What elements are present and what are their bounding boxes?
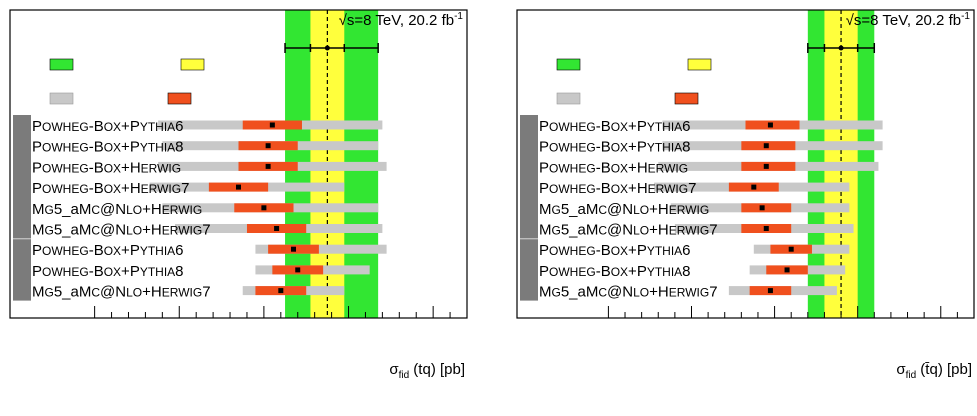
prediction-central-marker	[767, 288, 773, 294]
prediction-central-marker	[788, 246, 794, 252]
prediction-central-marker	[295, 267, 301, 273]
prediction-label: POWHEG-BOX+PYTHIA8	[32, 139, 184, 156]
prediction-label: POWHEG-BOX+HERWIG7	[32, 180, 189, 197]
scheme-group-box	[520, 239, 538, 301]
prediction-central-marker	[261, 205, 267, 211]
prediction-central-marker	[265, 163, 271, 169]
prediction-central-marker	[274, 226, 280, 231]
pdf-bar	[741, 203, 792, 213]
x-axis-title: σfid (tq) [pb]	[389, 361, 465, 381]
legend-grey-swatch	[556, 92, 581, 105]
legend-grey-swatch	[49, 92, 74, 105]
prediction-label: MG5_aMC@NLO+HERWIG	[32, 201, 202, 218]
measurement-point	[838, 45, 844, 51]
prediction-label: MG5_aMC@NLO+HERWIG	[539, 201, 709, 218]
prediction-central-marker	[265, 143, 271, 149]
prediction-central-marker	[751, 184, 757, 190]
energy-lumi-label: √s=8 TeV, 20.2 fb-1	[339, 11, 464, 29]
prediction-label: POWHEG-BOX+HERWIG	[539, 159, 688, 176]
prediction-central-marker	[763, 143, 769, 149]
legend-orange-swatch	[674, 92, 699, 105]
legend-green-swatch	[556, 58, 581, 71]
scheme-group-box	[520, 115, 538, 239]
panel-a: √s=8 TeV, 20.2 fb-1 POWHEG-BOX+PYTHIA6 POW…	[0, 0, 470, 411]
prediction-central-marker	[269, 122, 275, 128]
prediction-label: POWHEG-BOX+PYTHIA6	[32, 242, 184, 259]
scheme-group-box	[13, 239, 31, 301]
prediction-label: POWHEG-BOX+PYTHIA8	[539, 263, 691, 280]
prediction-central-marker	[278, 288, 284, 294]
scheme-group-box	[13, 115, 31, 239]
legend-yellow-swatch	[180, 58, 205, 71]
prediction-label: POWHEG-BOX+PYTHIA6	[539, 118, 691, 135]
measurement-point	[324, 45, 330, 51]
prediction-label: POWHEG-BOX+HERWIG7	[539, 180, 696, 197]
prediction-label: POWHEG-BOX+PYTHIA6	[32, 118, 184, 135]
prediction-label: MG5_aMC@NLO+HERWIG7	[539, 284, 718, 301]
prediction-central-marker	[763, 226, 769, 231]
legend-green-swatch	[49, 58, 74, 71]
scale-pdf-bar	[255, 244, 387, 254]
prediction-central-marker	[236, 184, 241, 190]
panel-b: √s=8 TeV, 20.2 fb-1 POWHEG-BOX+PYTHIA6 POW…	[507, 0, 977, 411]
prediction-central-marker	[759, 205, 765, 211]
prediction-label: MG5_aMC@NLO+HERWIG7	[32, 222, 211, 239]
prediction-label: POWHEG-BOX+PYTHIA8	[539, 139, 691, 156]
prediction-label: POWHEG-BOX+HERWIG	[32, 159, 181, 176]
prediction-central-marker	[784, 267, 790, 273]
plot-frame	[516, 9, 975, 319]
prediction-central-marker	[767, 122, 773, 128]
forest-plot-b: √s=8 TeV, 20.2 fb-1 POWHEG-BOX+PYTHIA6 POW…	[516, 9, 975, 381]
x-axis-title: σfid (t̄q) [pb]	[896, 361, 972, 381]
prediction-label: POWHEG-BOX+PYTHIA6	[539, 242, 691, 259]
prediction-central-marker	[763, 163, 769, 169]
prediction-label: POWHEG-BOX+PYTHIA8	[32, 263, 184, 280]
plot-frame	[9, 9, 468, 319]
prediction-label: MG5_aMC@NLO+HERWIG7	[539, 222, 718, 239]
legend-orange-swatch	[167, 92, 192, 105]
prediction-label: MG5_aMC@NLO+HERWIG7	[32, 284, 211, 301]
forest-plot-a: √s=8 TeV, 20.2 fb-1 POWHEG-BOX+PYTHIA6 POW…	[9, 9, 468, 381]
energy-lumi-label: √s=8 TeV, 20.2 fb-1	[846, 11, 971, 29]
prediction-central-marker	[291, 246, 297, 252]
legend-yellow-swatch	[687, 58, 712, 71]
